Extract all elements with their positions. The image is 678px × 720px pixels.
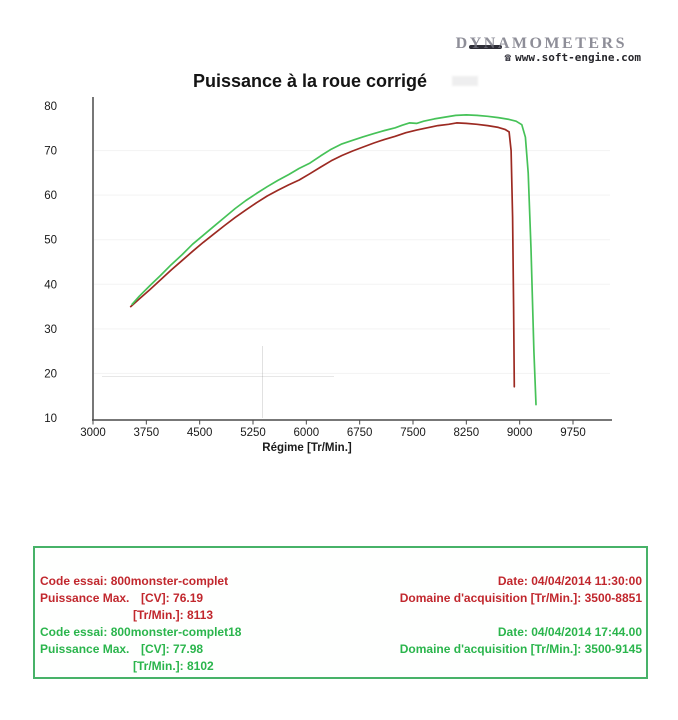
run1-rpm: [Tr/Min.]: 8113 xyxy=(133,608,214,622)
run1-domain: Domaine d'acquisition [Tr/Min.]: 3500-88… xyxy=(399,591,642,605)
x-tick-label: 6000 xyxy=(294,427,320,439)
run2-code: Code essai: 800monster-complet18 xyxy=(40,625,242,639)
y-tick-label: 30 xyxy=(44,324,57,336)
run2-code-row: Code essai: 800monster-complet18 Date: 0… xyxy=(35,626,646,641)
y-tick-label: 20 xyxy=(44,368,57,380)
website-line: ☎ www.soft-engine.com xyxy=(505,51,641,64)
y-tick-label: 10 xyxy=(44,413,57,425)
x-tick-label: 9000 xyxy=(507,427,533,439)
website-url: www.soft-engine.com xyxy=(515,51,641,64)
brand-name: DYNAMOMETERS xyxy=(455,35,627,52)
run1-cv: [CV]: 76.19 xyxy=(141,591,204,605)
power-curve-run1 xyxy=(129,122,516,388)
y-tick-label: 60 xyxy=(44,190,57,202)
logo-dash-icon xyxy=(469,45,502,49)
x-tick-label: 5250 xyxy=(240,427,266,439)
run1-power-row: Puissance Max. [CV]: 76.19 Domaine d'acq… xyxy=(35,592,646,607)
phone-icon: ☎ xyxy=(504,51,512,64)
run2-date: Date: 04/04/2014 17:44.00 xyxy=(497,625,642,639)
x-tick-label: 4500 xyxy=(187,427,213,439)
power-curve-run2 xyxy=(131,114,537,406)
x-tick-label: 3750 xyxy=(134,427,160,439)
power-curve-chart: 3000 3750 4500 5250 6000 6750 7500 8250 9000 9750… xyxy=(44,97,612,439)
x-tick-label: 6750 xyxy=(347,427,373,439)
y-tick-label: 70 xyxy=(44,146,57,158)
y-tick-label: 80 xyxy=(44,101,57,113)
run1-date: Date: 04/04/2014 11:30:00 xyxy=(497,574,642,588)
run1-rpm-row: [Tr/Min.]: 8113 xyxy=(35,609,646,624)
x-tick-label: 9750 xyxy=(560,427,586,439)
scan-artifact xyxy=(262,346,263,418)
chart-title: Puissance à la roue corrigé xyxy=(192,71,428,91)
run1-code: Code essai: 800monster-complet xyxy=(40,574,229,588)
x-tick-label: 3000 xyxy=(80,427,106,439)
run2-rpm: [Tr/Min.]: 8102 xyxy=(133,659,214,673)
scan-artifact xyxy=(452,76,478,86)
y-tick-label: 40 xyxy=(44,279,57,291)
run2-cv: [CV]: 77.98 xyxy=(141,642,204,656)
run2-rpm-row: [Tr/Min.]: 8102 xyxy=(35,660,646,675)
y-tick-label: 50 xyxy=(44,235,57,247)
run2-domain: Domaine d'acquisition [Tr/Min.]: 3500-91… xyxy=(399,642,642,656)
run2-power-row: Puissance Max. [CV]: 77.98 Domaine d'acq… xyxy=(35,643,646,658)
x-tick-label: 8250 xyxy=(454,427,480,439)
x-tick-label: 7500 xyxy=(400,427,426,439)
scan-artifact xyxy=(102,376,334,377)
test-info-box: Code essai: 800monster-complet Date: 04/… xyxy=(33,546,648,679)
run2-pmax-label: Puissance Max. xyxy=(40,642,130,656)
run1-pmax-label: Puissance Max. xyxy=(40,591,130,605)
x-axis-title: Régime [Tr/Min.] xyxy=(262,442,352,454)
run1-code-row: Code essai: 800monster-complet Date: 04/… xyxy=(35,575,646,590)
